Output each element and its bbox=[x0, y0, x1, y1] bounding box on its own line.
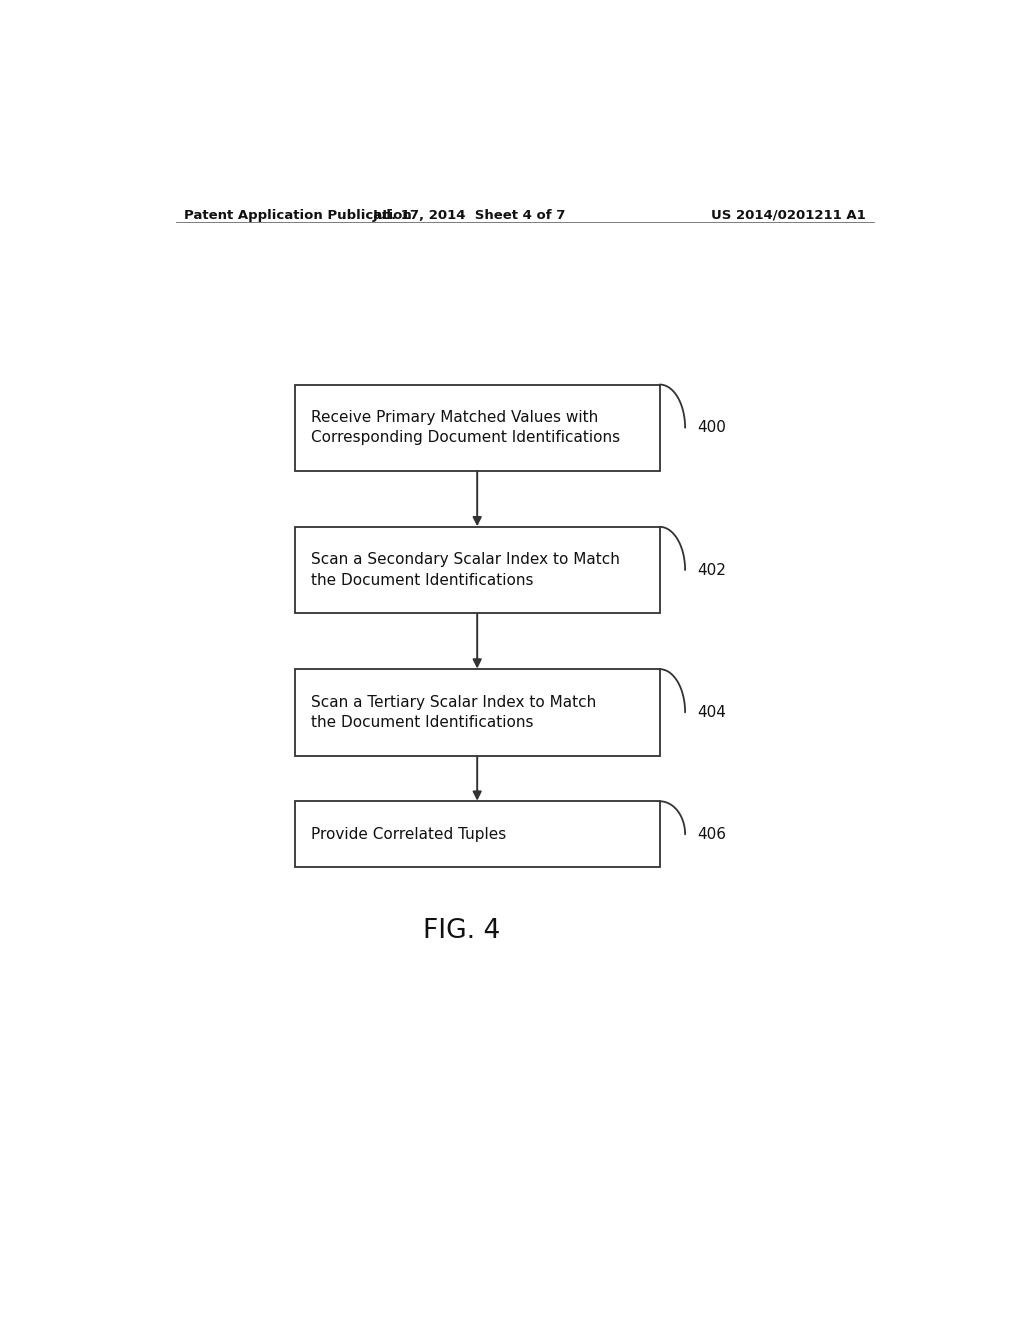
Text: 400: 400 bbox=[697, 420, 726, 436]
Text: 402: 402 bbox=[697, 562, 726, 578]
Bar bbox=[295, 669, 659, 755]
Text: Scan a Tertiary Scalar Index to Match
the Document Identifications: Scan a Tertiary Scalar Index to Match th… bbox=[310, 694, 596, 730]
Bar bbox=[295, 801, 659, 867]
Text: US 2014/0201211 A1: US 2014/0201211 A1 bbox=[712, 209, 866, 222]
Text: Patent Application Publication: Patent Application Publication bbox=[183, 209, 412, 222]
Bar bbox=[295, 384, 659, 471]
Bar bbox=[295, 527, 659, 614]
Text: FIG. 4: FIG. 4 bbox=[423, 917, 500, 944]
Text: Jul. 17, 2014  Sheet 4 of 7: Jul. 17, 2014 Sheet 4 of 7 bbox=[373, 209, 566, 222]
Text: 404: 404 bbox=[697, 705, 726, 719]
Text: Receive Primary Matched Values with
Corresponding Document Identifications: Receive Primary Matched Values with Corr… bbox=[310, 411, 620, 445]
Text: 406: 406 bbox=[697, 826, 726, 842]
Text: Scan a Secondary Scalar Index to Match
the Document Identifications: Scan a Secondary Scalar Index to Match t… bbox=[310, 552, 620, 587]
Text: Provide Correlated Tuples: Provide Correlated Tuples bbox=[310, 826, 506, 842]
